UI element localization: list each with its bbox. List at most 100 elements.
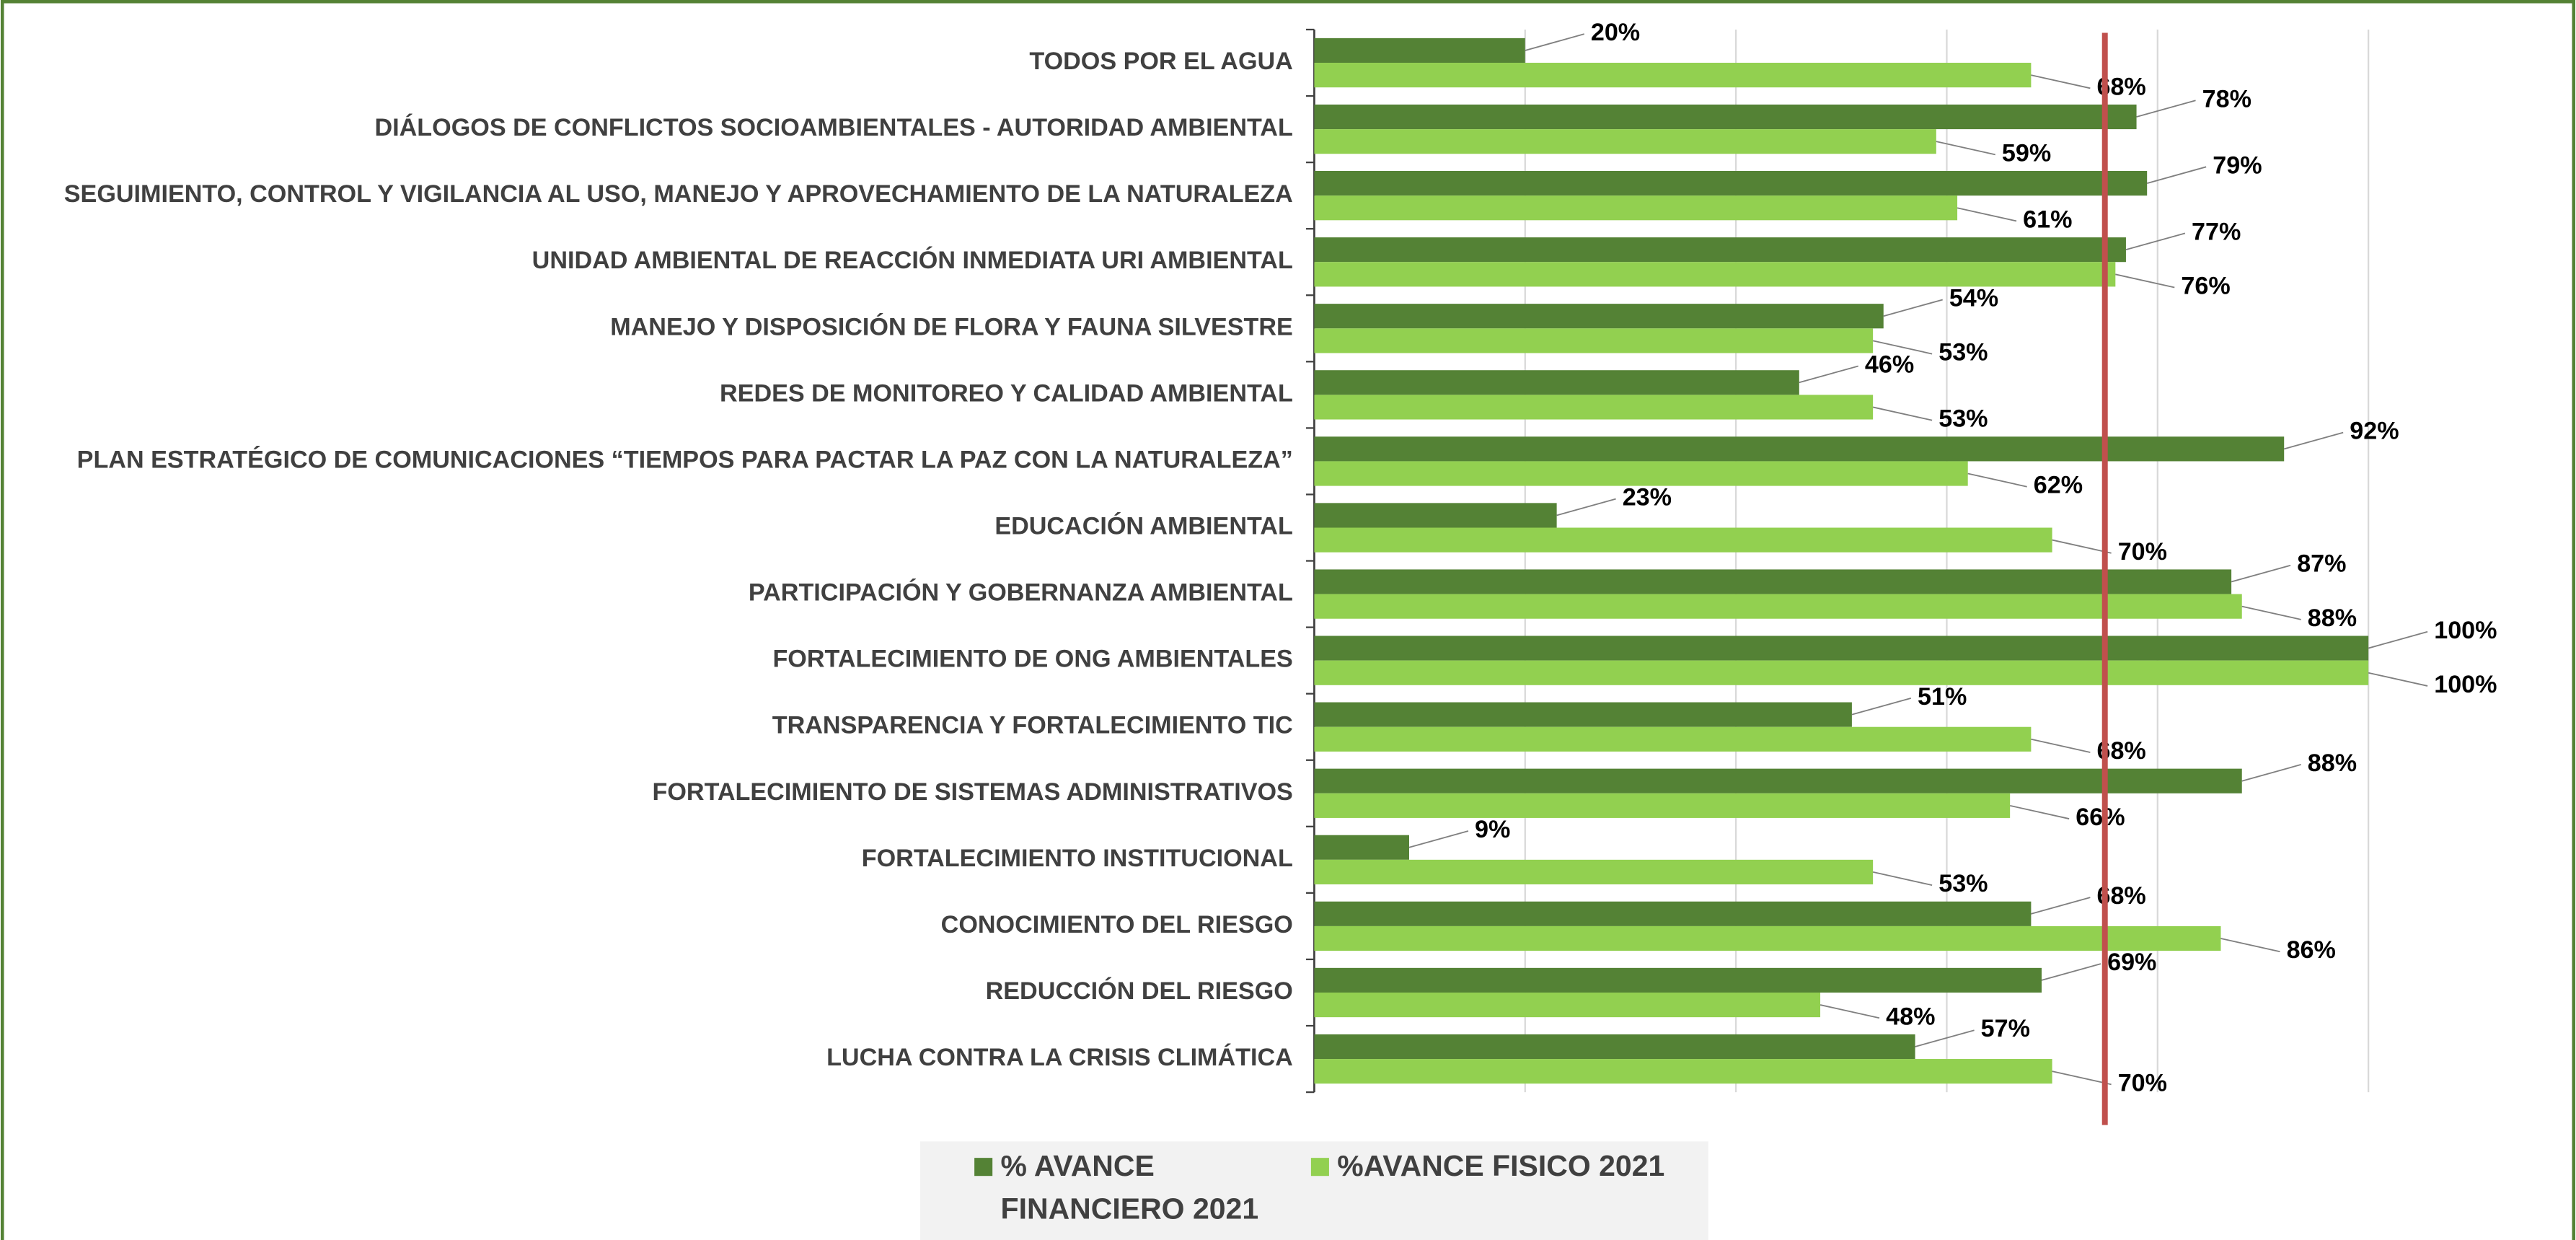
category-label: EDUCACIÓN AMBIENTAL — [994, 511, 1292, 540]
category-label: REDUCCIÓN DEL RIESGO — [986, 976, 1293, 1005]
category-label: MANEJO Y DISPOSICIÓN DE FLORA Y FAUNA SI… — [610, 312, 1293, 340]
leader-line — [1872, 340, 1933, 355]
data-label: 61% — [2023, 206, 2072, 233]
leader-line — [1915, 1029, 1975, 1047]
leader-line — [1872, 406, 1933, 421]
leader-line — [2052, 1070, 2112, 1086]
data-label: 59% — [2002, 139, 2051, 167]
bar — [1314, 793, 2011, 818]
data-label: 70% — [2118, 1069, 2167, 1096]
bar — [1314, 38, 1525, 63]
data-label: 62% — [2034, 472, 2083, 499]
leader-line — [2009, 804, 2070, 819]
leader-line — [2241, 605, 2301, 620]
data-label: 87% — [2297, 550, 2346, 578]
data-label: 51% — [1918, 683, 1967, 711]
data-label: 69% — [2107, 949, 2156, 976]
leader-line — [2115, 273, 2175, 289]
bar — [1314, 768, 2242, 793]
leader-line — [2031, 738, 2091, 753]
data-label: 100% — [2434, 671, 2497, 698]
leader-line — [2283, 431, 2344, 450]
bar — [1314, 726, 2032, 752]
data-label: 46% — [1865, 351, 1914, 379]
leader-line — [1883, 299, 1943, 317]
bar — [1314, 436, 2285, 462]
category-label: REDES DE MONITOREO Y CALIDAD AMBIENTAL — [720, 379, 1293, 407]
leader-line — [2231, 564, 2291, 583]
data-label: 100% — [2434, 617, 2497, 644]
leader-line — [1872, 871, 1933, 887]
bar — [1314, 1059, 2052, 1084]
category-label: TODOS POR EL AGUA — [1029, 48, 1292, 75]
category-label: FORTALECIMIENTO DE SISTEMAS ADMINISTRATI… — [653, 778, 1293, 806]
leader-line — [1819, 1004, 1880, 1019]
bar — [1314, 925, 2221, 951]
leader-line — [1556, 498, 1616, 516]
bar — [1314, 859, 1874, 884]
bar — [1314, 660, 2369, 685]
category-label: LUCHA CONTRA LA CRISIS CLIMÁTICA — [826, 1042, 1293, 1071]
data-label: 53% — [1938, 339, 1988, 366]
data-label: 86% — [2287, 936, 2336, 964]
data-label: 92% — [2350, 418, 2399, 445]
category-label: FORTALECIMIENTO DE ONG AMBIENTALES — [772, 646, 1292, 673]
category-label: SEGUIMIENTO, CONTROL Y VIGILANCIA AL USO… — [64, 180, 1293, 208]
bar — [1314, 636, 2369, 661]
leader-line — [2125, 232, 2186, 251]
leader-line — [2146, 166, 2207, 184]
leader-line — [2041, 963, 2101, 981]
bar — [1314, 195, 1958, 221]
bar — [1314, 304, 1884, 329]
data-label: 20% — [1591, 19, 1640, 46]
legend-entry: % AVANCE FINANCIERO 2021 — [1000, 1149, 1259, 1226]
data-label: 88% — [2308, 749, 2357, 777]
bar — [1314, 901, 2032, 926]
data-label: 57% — [1981, 1015, 2030, 1042]
data-label: 77% — [2192, 218, 2241, 245]
legend-entry: %AVANCE FISICO 2021 — [1337, 1149, 1665, 1183]
bar — [1314, 104, 2137, 130]
bar — [1314, 370, 1799, 395]
legend-label: % AVANCE FINANCIERO 2021 — [1000, 1149, 1259, 1226]
bar — [1314, 967, 2042, 993]
bar — [1314, 527, 2052, 553]
leader-line — [1957, 207, 2017, 222]
data-label: 70% — [2118, 538, 2167, 566]
leader-line — [2031, 897, 2091, 915]
bar — [1314, 1034, 1915, 1060]
bar — [1314, 63, 2032, 88]
leader-line — [1851, 697, 1912, 716]
bar — [1314, 569, 2232, 594]
bar — [1314, 594, 2242, 619]
data-label: 54% — [1949, 284, 1998, 312]
bar — [1314, 702, 1852, 727]
category-label: PLAN ESTRATÉGICO DE COMUNICACIONES “TIEM… — [77, 444, 1293, 473]
leader-line — [1967, 472, 2027, 488]
leader-line — [1408, 830, 1469, 848]
data-label: 76% — [2181, 273, 2230, 300]
leader-line — [1799, 365, 1859, 384]
bar — [1314, 171, 2148, 196]
category-label: DIÁLOGOS DE CONFLICTOS SOCIOAMBIENTALES … — [375, 113, 1293, 141]
data-label: 23% — [1623, 484, 1672, 511]
leader-line — [2136, 100, 2196, 118]
category-label: CONOCIMIENTO DEL RIESGO — [941, 911, 1293, 938]
data-label: 9% — [1475, 816, 1510, 843]
data-label: 78% — [2202, 85, 2251, 113]
bar — [1314, 129, 1936, 154]
bar — [1314, 461, 1968, 486]
bar — [1314, 328, 1874, 353]
leader-line — [2052, 539, 2112, 554]
category-label: PARTICIPACIÓN Y GOBERNANZA AMBIENTAL — [749, 578, 1293, 607]
leader-line — [2220, 938, 2280, 953]
bar — [1314, 992, 1821, 1018]
leader-line — [1936, 141, 1996, 156]
bar — [1314, 237, 2126, 263]
data-label: 53% — [1938, 870, 1988, 897]
data-label: 88% — [2308, 604, 2357, 632]
legend-label: %AVANCE FISICO 2021 — [1337, 1149, 1665, 1183]
leader-line — [2368, 630, 2428, 649]
